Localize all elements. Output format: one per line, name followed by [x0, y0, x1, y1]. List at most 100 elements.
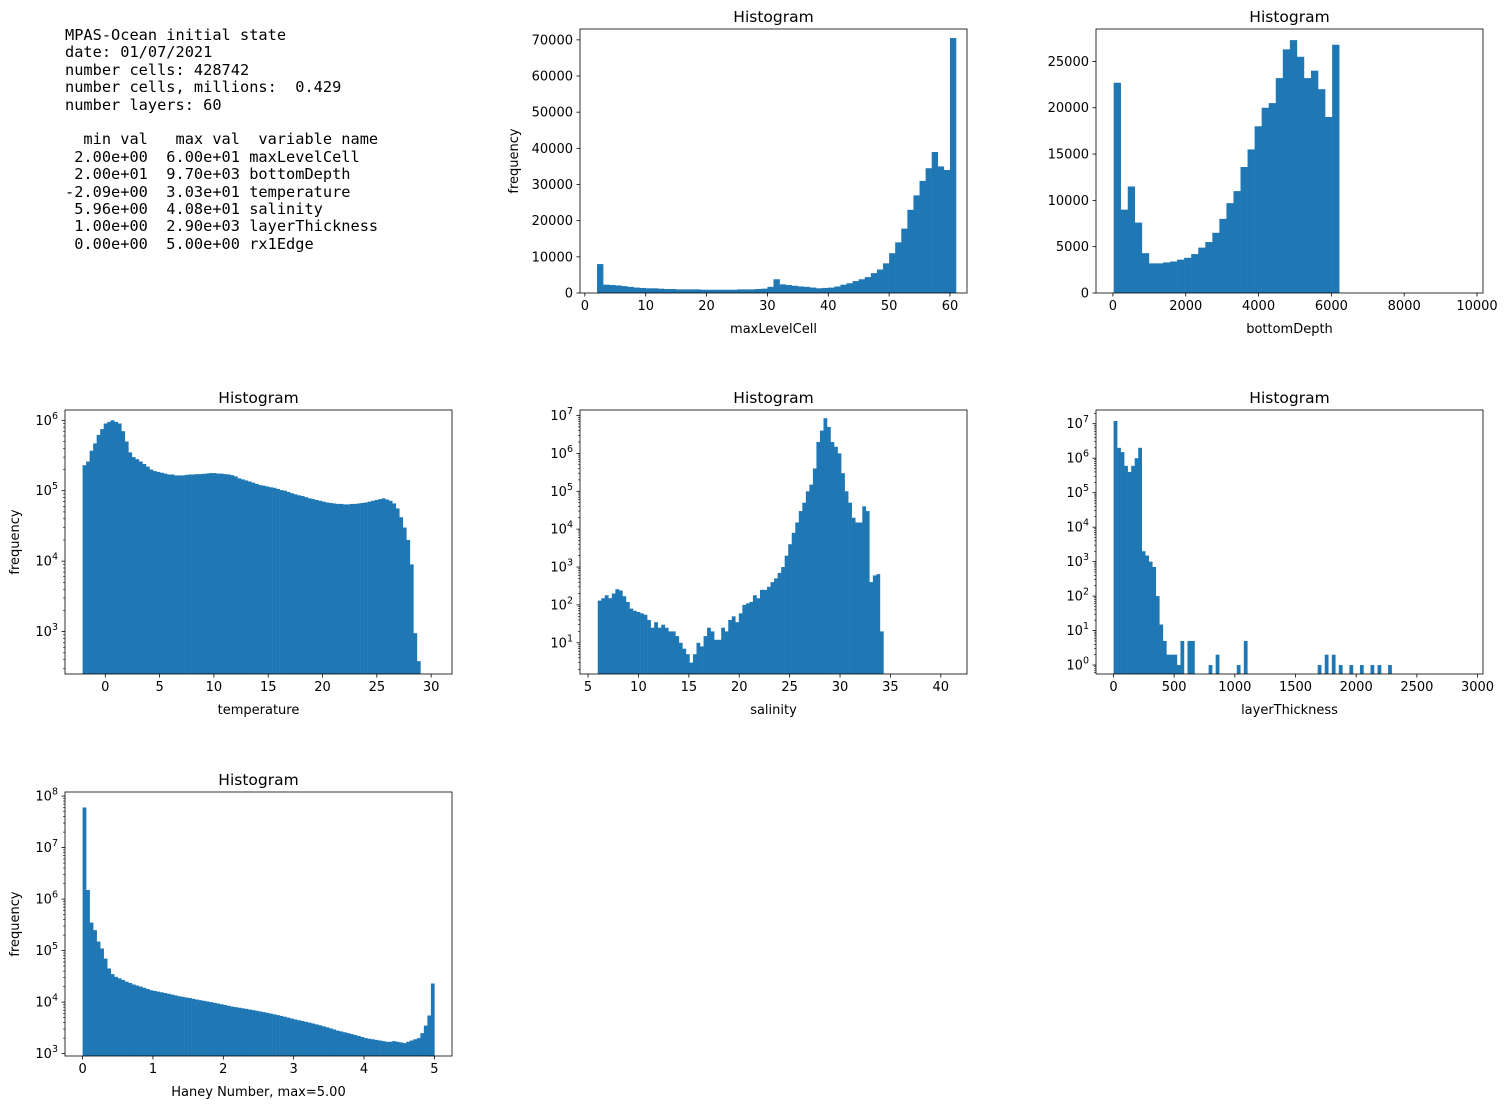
histogram-bar	[339, 1031, 344, 1056]
y-tick-label: 105	[1066, 483, 1089, 501]
histogram-bar	[643, 614, 648, 674]
histogram-bar	[755, 289, 762, 293]
x-tick-label: 0	[1109, 680, 1117, 695]
histogram-bar	[1113, 82, 1121, 293]
histogram-bar	[321, 501, 326, 674]
histogram-bar	[718, 289, 726, 293]
x-axis-label: temperature	[218, 703, 300, 718]
histogram-bar	[357, 1036, 361, 1056]
histogram-bar	[258, 485, 263, 674]
histogram-bar	[244, 1008, 249, 1056]
x-tick-label: 60	[942, 299, 959, 314]
histogram-bar	[761, 288, 768, 293]
histogram-bar	[743, 289, 750, 293]
info-line: 2.00e+00 6.00e+01 maxLevelCell	[65, 147, 360, 166]
histogram-bar	[791, 285, 799, 293]
x-tick-label: 2000	[1169, 299, 1202, 314]
histogram-bar	[1243, 640, 1248, 674]
histogram-bar	[93, 930, 97, 1056]
histogram-bar	[297, 1020, 301, 1056]
histogram-bar	[858, 279, 866, 293]
histogram-bar	[597, 264, 604, 293]
y-tick-label: 10000	[532, 250, 573, 265]
histogram-bar	[135, 985, 140, 1056]
histogram-bar	[749, 601, 754, 674]
histogram-bar	[117, 423, 122, 674]
histogram-bar	[360, 1037, 365, 1056]
histogram-bar	[611, 593, 616, 674]
histogram-bar	[367, 1038, 372, 1056]
histogram-bar	[427, 1015, 432, 1056]
histogram-bar	[1236, 665, 1241, 674]
x-tick-label: 0	[1109, 299, 1117, 314]
x-tick-label: 2000	[1340, 680, 1373, 695]
histogram-bar	[615, 589, 620, 674]
histogram-bar	[1155, 596, 1160, 674]
histogram-bar	[353, 503, 358, 674]
histogram-bar	[1331, 654, 1336, 674]
histogram-bar	[703, 636, 708, 674]
histogram-bar	[858, 522, 863, 674]
histogram-bar	[724, 631, 729, 674]
histogram-bar	[1303, 78, 1312, 293]
histogram-bar	[283, 1016, 287, 1056]
x-tick-label: 10	[637, 299, 654, 314]
histogram-bar	[625, 601, 630, 674]
x-tick-label: 10	[630, 680, 647, 695]
histogram-bar	[834, 446, 838, 674]
histogram-bar	[307, 498, 312, 674]
histogram-bar	[1324, 654, 1329, 674]
histogram-bar	[240, 1008, 245, 1056]
histogram-bar	[265, 486, 270, 674]
histogram-bar	[343, 504, 347, 674]
histogram-bar	[851, 517, 856, 674]
histogram-bar	[657, 627, 662, 674]
histogram-bar	[219, 473, 224, 674]
x-tick-label: 40	[820, 299, 837, 314]
histogram-bar	[844, 491, 849, 674]
chart-title: Histogram	[1249, 8, 1329, 26]
histogram-bar	[1145, 555, 1150, 674]
histogram-bar	[416, 661, 421, 674]
x-tick-label: 15	[260, 680, 277, 695]
histogram-bar	[846, 283, 853, 293]
info-line: date: 01/07/2021	[65, 43, 213, 62]
histogram-bar	[931, 151, 939, 293]
histogram-bar	[163, 473, 168, 674]
histogram-bar	[174, 995, 178, 1056]
histogram-bar	[93, 443, 97, 674]
histogram-bar	[864, 277, 872, 293]
histogram-bar	[131, 457, 136, 674]
histogram-bar	[321, 1026, 326, 1056]
histogram-bar	[381, 498, 386, 674]
histogram-bar	[233, 476, 238, 674]
histogram-bar	[601, 598, 606, 674]
histogram-bar	[671, 631, 676, 674]
info-line: 0.00e+00 5.00e+00 rx1Edge	[65, 234, 314, 253]
histogram-bar	[265, 1012, 270, 1056]
histogram-bar	[328, 502, 333, 674]
y-tick-label: 105	[35, 941, 58, 959]
histogram-bar	[841, 473, 845, 674]
histogram-bar	[913, 195, 920, 293]
histogram-bar	[767, 286, 774, 293]
histogram-bar	[676, 289, 683, 293]
histogram-bar	[685, 654, 690, 674]
y-tick-label: 101	[550, 633, 573, 651]
histogram-bar	[247, 1009, 252, 1056]
histogram-bar	[774, 578, 778, 674]
histogram-bar	[276, 488, 280, 674]
histogram-bar	[159, 992, 164, 1056]
histogram-bar	[795, 522, 800, 674]
histogram-bar	[633, 287, 640, 293]
histogram-bar	[876, 269, 884, 293]
histogram-bar	[907, 209, 914, 293]
histogram-bar	[629, 608, 634, 674]
histogram-bar	[357, 503, 361, 674]
histogram-bar	[1138, 447, 1142, 674]
info-line: MPAS-Ocean initial state	[65, 26, 287, 44]
y-tick-label: 103	[35, 622, 58, 640]
histogram-panel: 0 1 2 3 4 5 103 104 105 106 107 108 Histogram Haney N…	[8, 771, 453, 1100]
histogram-bar	[1317, 665, 1322, 674]
histogram-bar	[1169, 654, 1174, 674]
